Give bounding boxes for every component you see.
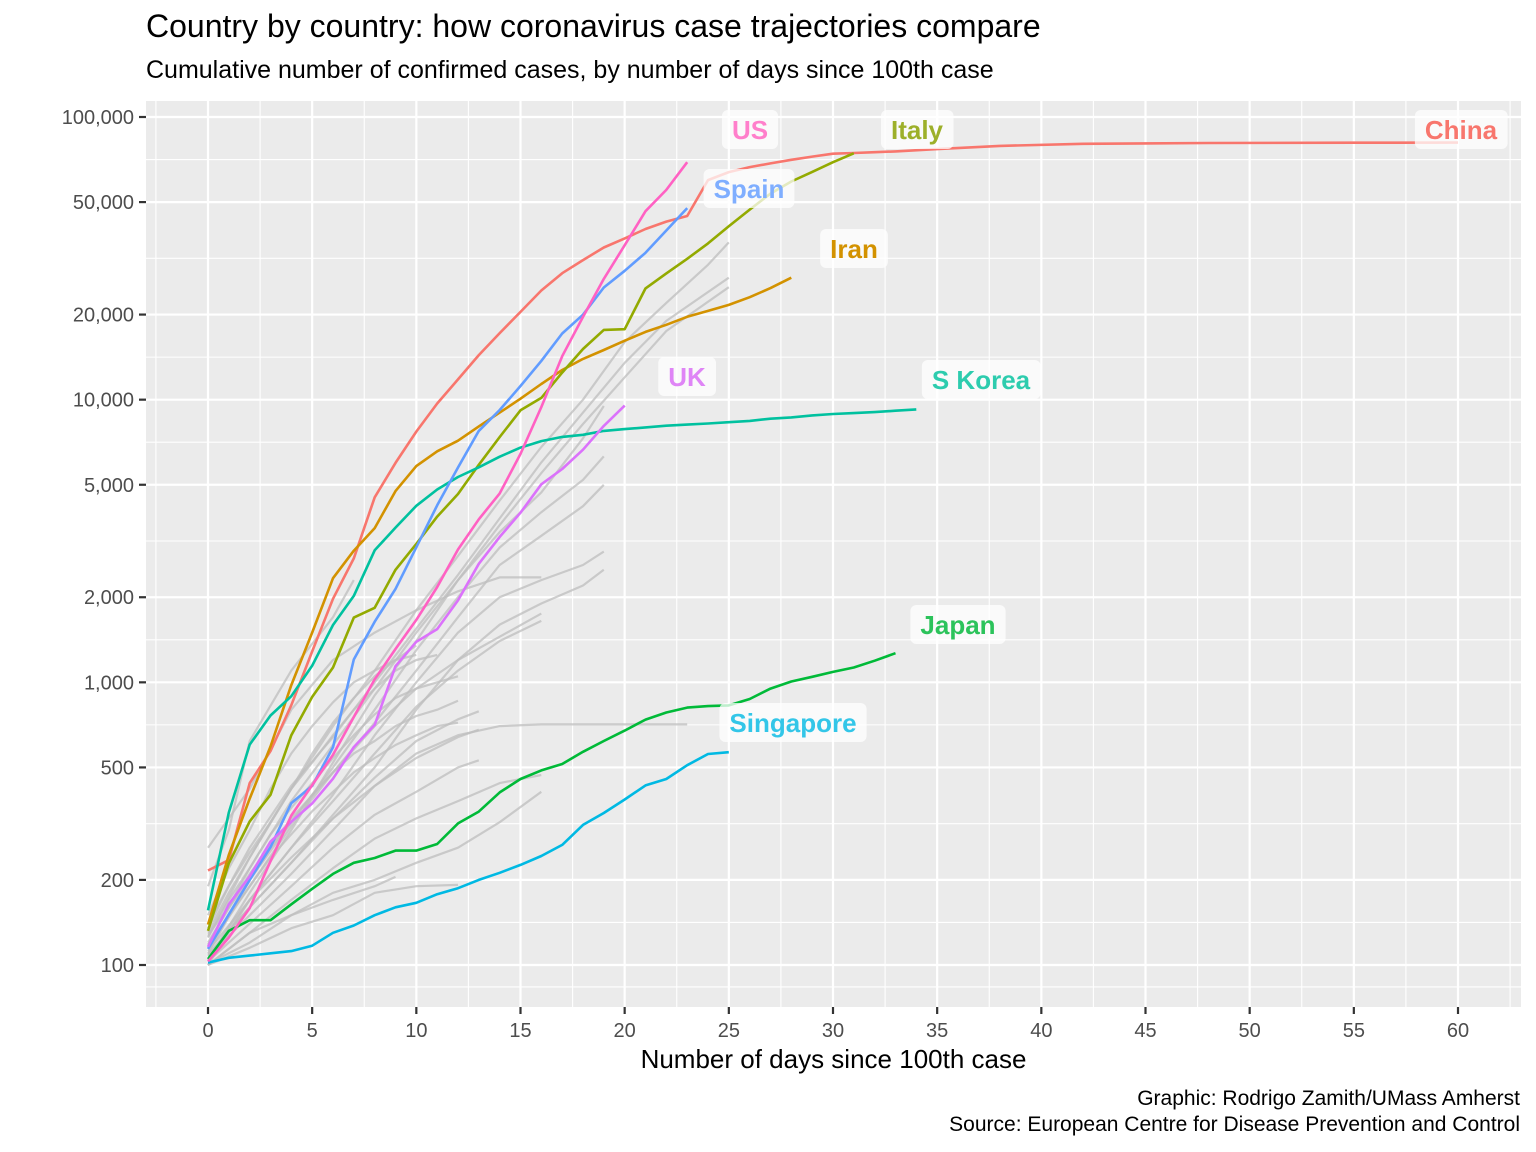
x-tick-label: 55 xyxy=(1343,1020,1365,1042)
country-labels: China Iran Italy Japan S Korea Singapore Spain… xyxy=(658,110,1508,742)
country-label-s-korea: S Korea xyxy=(921,360,1041,399)
y-tick-label: 20,000 xyxy=(73,305,134,327)
series-line-singapore xyxy=(207,750,729,964)
x-tick-label: 10 xyxy=(405,1020,427,1042)
y-tick-label: 500 xyxy=(101,757,134,779)
y-axis: 100 200 500 1,000 2,000 5,000 10,000 20,000 50,0… xyxy=(62,107,146,977)
y-tick-label: 1,000 xyxy=(84,672,134,694)
y-tick-label: 5,000 xyxy=(84,475,134,497)
country-label-text: Italy xyxy=(891,115,944,145)
series-line-s-korea xyxy=(206,408,917,911)
background-country-line xyxy=(207,484,605,944)
series-line-japan xyxy=(206,651,896,960)
x-tick-label: 30 xyxy=(822,1020,844,1042)
background-country-line xyxy=(207,883,459,967)
x-tick-label: 5 xyxy=(307,1020,318,1042)
y-tick-label: 10,000 xyxy=(73,390,134,412)
background-country-line xyxy=(207,286,730,946)
country-label-uk: UK xyxy=(658,357,716,396)
series-line-uk xyxy=(206,404,626,948)
background-country-line xyxy=(206,579,355,887)
x-tick-label: 40 xyxy=(1030,1020,1052,1042)
country-label-singapore: Singapore xyxy=(719,703,867,742)
country-label-box xyxy=(820,229,888,268)
background-country-line xyxy=(207,653,438,929)
country-label-text: US xyxy=(732,115,768,145)
y-tick-label: 100 xyxy=(101,955,134,977)
country-label-box xyxy=(719,703,867,742)
background-country-line xyxy=(207,619,542,960)
y-tick-label: 2,000 xyxy=(84,587,134,609)
x-axis: 0 5 10 15 20 25 30 35 40 45 50 55 60 xyxy=(202,1007,1469,1042)
background-country-line xyxy=(207,875,396,966)
country-label-us: US xyxy=(721,110,779,149)
y-tick-label: 100,000 xyxy=(62,107,134,129)
country-label-text: S Korea xyxy=(932,365,1031,395)
x-axis-title: Number of days since 100th case xyxy=(641,1044,1027,1074)
country-label-text: Japan xyxy=(920,610,995,640)
country-label-text: China xyxy=(1425,115,1498,145)
country-label-box xyxy=(921,360,1041,399)
country-label-box xyxy=(910,605,1006,644)
country-label-text: Spain xyxy=(714,174,785,204)
country-label-spain: Spain xyxy=(703,169,795,208)
series-line-iran xyxy=(206,276,792,925)
background-country-line xyxy=(207,721,459,946)
caption: Graphic: Rodrigo Zamith/UMass Amherst So… xyxy=(949,1086,1520,1138)
country-label-text: Iran xyxy=(830,234,878,264)
country-label-iran: Iran xyxy=(820,229,888,268)
chart-subtitle: Cumulative number of confirmed cases, by… xyxy=(146,56,994,84)
caption-source: Source: European Centre for Disease Prev… xyxy=(949,1113,1520,1136)
series-line-us xyxy=(207,161,689,963)
series-line-italy xyxy=(206,152,855,932)
country-label-text: UK xyxy=(668,362,706,392)
country-label-box xyxy=(1414,110,1508,149)
background-country-line xyxy=(207,790,542,965)
country-label-box xyxy=(703,169,795,208)
x-tick-label: 45 xyxy=(1134,1020,1156,1042)
background-country-line xyxy=(207,723,688,958)
country-label-box xyxy=(880,110,954,149)
background-country-line xyxy=(207,276,730,925)
country-label-italy: Italy xyxy=(880,110,954,149)
background-country-line xyxy=(207,675,459,939)
x-tick-label: 35 xyxy=(926,1020,948,1042)
series-line-spain xyxy=(206,207,689,950)
x-tick-label: 20 xyxy=(614,1020,636,1042)
series-line-china xyxy=(207,141,1459,872)
country-label-box xyxy=(721,110,779,149)
country-label-box xyxy=(658,357,716,396)
x-tick-label: 15 xyxy=(509,1020,531,1042)
y-tick-label: 200 xyxy=(101,870,134,892)
background-country-line xyxy=(207,773,542,966)
y-tick-label: 50,000 xyxy=(73,192,134,214)
highlighted-country-lines xyxy=(206,141,1459,964)
chart-title: Country by country: how coronavirus case… xyxy=(146,8,1041,44)
background-country-line xyxy=(207,455,605,954)
country-label-china: China xyxy=(1414,110,1508,149)
x-tick-label: 0 xyxy=(202,1020,213,1042)
country-label-text: Singapore xyxy=(729,708,856,738)
caption-graphic-credit: Graphic: Rodrigo Zamith/UMass Amherst xyxy=(1137,1087,1520,1110)
background-country-line xyxy=(207,759,480,963)
x-tick-label: 60 xyxy=(1447,1020,1469,1042)
grid-major xyxy=(146,101,1521,1007)
x-tick-label: 50 xyxy=(1239,1020,1261,1042)
x-tick-label: 25 xyxy=(718,1020,740,1042)
country-label-japan: Japan xyxy=(910,605,1006,644)
